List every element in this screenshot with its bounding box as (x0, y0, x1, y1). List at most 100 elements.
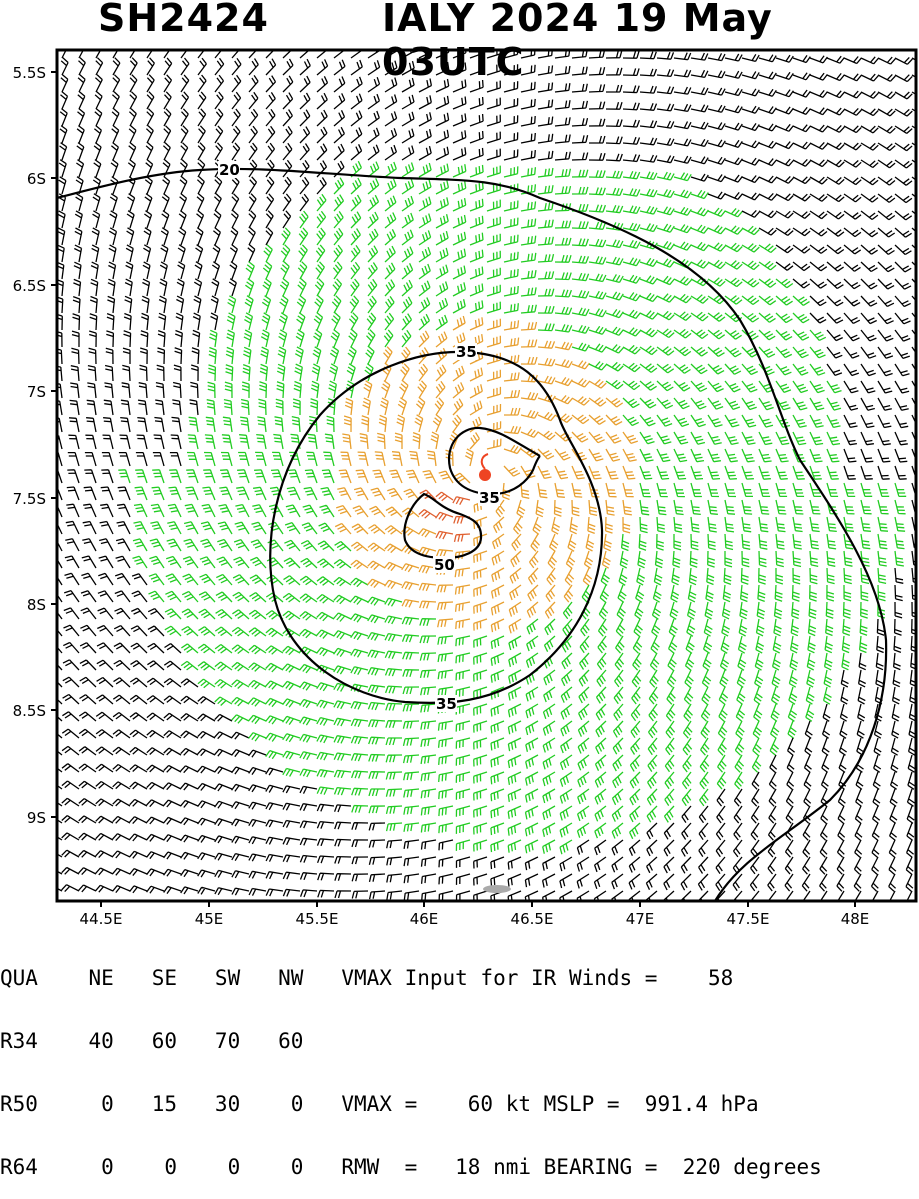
wind-barb (241, 381, 250, 399)
wind-barb (256, 433, 267, 450)
wind-barb (64, 555, 80, 569)
wind-barb (503, 234, 519, 246)
wind-barb (520, 321, 538, 331)
wind-barb (690, 121, 709, 130)
wind-barb (299, 872, 318, 881)
wind-barb (792, 106, 811, 115)
wind-barb (739, 584, 749, 603)
wind-barb (231, 835, 250, 844)
wind-barb (524, 788, 539, 803)
wind-barb (418, 61, 433, 76)
wind-barb (95, 798, 114, 807)
wind-barb (352, 505, 369, 518)
wind-barb (775, 397, 791, 411)
wind-barb (192, 312, 201, 331)
wind-barb (890, 737, 899, 756)
wind-barb (860, 227, 879, 238)
wind-barb (707, 104, 726, 113)
wind-barb (579, 635, 590, 654)
wind-barb (580, 618, 590, 637)
wind-barb (611, 788, 624, 806)
wind-barb (367, 684, 386, 693)
wind-barb (894, 533, 905, 550)
wind-barb (157, 329, 166, 348)
wind-barb (787, 720, 797, 739)
wind-barb (282, 819, 301, 828)
wind-barb (248, 697, 267, 707)
wind-barb (682, 754, 692, 773)
wind-barb (63, 589, 80, 603)
wind-barb (403, 839, 420, 849)
wind-barb (571, 169, 589, 178)
wind-barb (403, 805, 420, 815)
wind-barb (554, 289, 573, 298)
wind-barb (248, 108, 259, 127)
wind-barb (262, 261, 273, 280)
wind-barb (276, 363, 286, 382)
wind-barb (350, 278, 360, 297)
wind-barb (819, 856, 828, 875)
wind-barb (437, 737, 454, 748)
wind-barb (507, 754, 522, 769)
wind-barb (96, 659, 114, 671)
wind-barb (758, 106, 777, 115)
wind-barb (265, 645, 284, 655)
wind-barb (524, 822, 539, 837)
longitude-labels: 44.5E 45E 45.5E 46E 46.5E 47E 47.5E 48E (80, 910, 870, 928)
wind-barb (149, 555, 165, 569)
wind-barb (690, 516, 700, 533)
wind-barb (486, 63, 501, 76)
wind-barb (452, 130, 467, 144)
wind-barb (724, 105, 743, 114)
wind-barb (227, 295, 237, 314)
wind-barb (537, 271, 555, 280)
wind-barb (121, 382, 131, 399)
wind-barb (71, 330, 80, 347)
wind-barb (292, 398, 301, 416)
wind-barb (367, 649, 386, 659)
wind-barb (646, 839, 658, 857)
wind-barb (112, 781, 131, 790)
wind-barb (673, 448, 688, 463)
wind-barb (280, 244, 291, 263)
wind-barb (826, 329, 843, 342)
wind-barb (78, 867, 97, 876)
wind-barb (333, 227, 344, 246)
wind-barb (432, 414, 443, 433)
wind-barb (894, 499, 906, 515)
wind-barb (486, 182, 501, 195)
wind-barb (690, 346, 708, 357)
wind-barb (197, 74, 207, 93)
wind-barb (775, 431, 790, 446)
wind-barb (871, 856, 880, 875)
wind-barb (588, 448, 604, 462)
wind-barb (119, 434, 131, 450)
wind-barb (57, 558, 63, 569)
wind-barb (78, 50, 85, 59)
wind-barb (420, 720, 437, 730)
wind-barb (293, 380, 302, 399)
wind-barb (527, 584, 539, 602)
wind-barb (639, 482, 651, 498)
wind-barb (526, 635, 539, 652)
wind-barb (486, 148, 501, 161)
wind-barb (367, 596, 386, 606)
wind-barb (350, 666, 369, 676)
wind-barb (350, 211, 362, 229)
wind-barb (96, 694, 114, 705)
wind-barb (894, 278, 912, 290)
wind-barb (537, 236, 554, 246)
wind-barb (106, 312, 115, 331)
wind-barb (588, 465, 602, 480)
wind-barb (894, 550, 905, 567)
wind-barb (520, 218, 537, 229)
wind-barb (197, 91, 207, 110)
wind-barb (673, 431, 689, 445)
wind-barb (877, 431, 891, 446)
wind-barb (251, 521, 267, 535)
wind-barb (282, 193, 292, 212)
wind-barb (741, 312, 760, 323)
wind-barb (537, 82, 554, 93)
wind-barb (299, 803, 318, 812)
wind-barb (807, 635, 816, 654)
